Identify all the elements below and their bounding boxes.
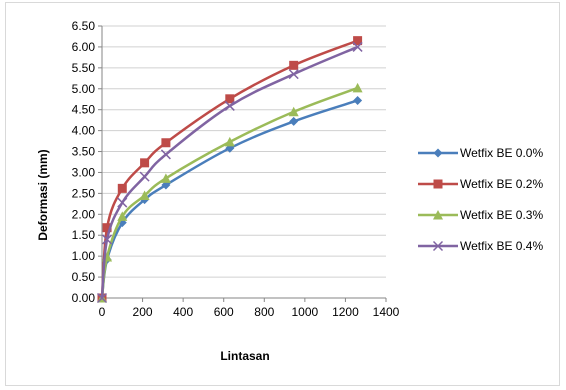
data-point: [352, 41, 363, 52]
y-tick-label: 2.00: [72, 207, 96, 221]
y-tick-label: 1.00: [72, 249, 96, 263]
axes: [98, 25, 387, 302]
legend-label: Wetfix BE 0.4%: [460, 239, 543, 253]
x-tick-label: 400: [173, 305, 193, 319]
y-tick-label: 0.00: [72, 291, 96, 305]
y-tick-label: 6.50: [72, 19, 96, 33]
data-point: [160, 173, 171, 183]
y-tick-label: 0.50: [72, 270, 96, 284]
y-tick-label: 5.50: [72, 61, 96, 75]
data-point: [102, 234, 113, 245]
data-point: [288, 69, 299, 80]
x-tick-label: 1400: [373, 305, 400, 319]
data-point: [224, 136, 235, 147]
x-tick-label: 800: [254, 305, 274, 319]
y-tick-label: 5.00: [72, 82, 96, 96]
legend-item: Wetfix BE 0.4%: [418, 239, 543, 253]
legend-item: Wetfix BE 0.3%: [418, 208, 543, 222]
y-tick-label: 4.50: [72, 103, 96, 117]
data-point: [289, 60, 299, 70]
data-point: [353, 36, 363, 46]
legend-item: Wetfix BE 0.2%: [418, 177, 543, 191]
x-tick-label: 1200: [332, 305, 359, 319]
data-point: [160, 149, 171, 160]
data-point: [289, 116, 299, 126]
data-point: [353, 95, 363, 105]
legend-marker: [433, 179, 443, 189]
series-3: [97, 82, 363, 303]
y-tick-label: 2.50: [72, 186, 96, 200]
data-point: [352, 82, 363, 93]
legend-marker: [432, 240, 444, 252]
y-tick-label: 3.50: [72, 145, 96, 159]
y-axis-title: Deformasi (mm): [36, 149, 50, 240]
data-point: [117, 197, 128, 208]
y-tick-label: 3.00: [72, 165, 96, 179]
legend-marker: [433, 148, 443, 158]
data-point: [288, 106, 299, 117]
data-point: [225, 94, 235, 104]
data-point: [224, 100, 235, 111]
data-point: [139, 171, 150, 182]
x-axis-title: Lintasan: [220, 349, 269, 363]
series-4: [96, 41, 363, 304]
series-line: [100, 39, 359, 299]
series-1: [97, 95, 363, 303]
series-lines: [96, 36, 363, 304]
legend-marker: [433, 210, 443, 220]
tick-labels: 0.00 0.50 1.00 1.50 2.00 2.50 3.00 3.50 4.00 4.50…: [72, 19, 400, 319]
data-point: [117, 211, 128, 221]
legend-label: Wetfix BE 0.0%: [460, 146, 543, 160]
data-point: [161, 138, 171, 148]
series-2: [97, 36, 363, 303]
legend-label: Wetfix BE 0.3%: [460, 208, 543, 222]
x-tick-label: 1000: [292, 305, 319, 319]
legend: Wetfix BE 0.0% Wetfix BE 0.2% Wetfix BE 0.…: [418, 146, 543, 253]
legend-label: Wetfix BE 0.2%: [460, 177, 543, 191]
x-tick-label: 600: [214, 305, 234, 319]
x-tick-label: 0: [99, 305, 106, 319]
data-point: [102, 223, 112, 233]
legend-item: Wetfix BE 0.0%: [418, 146, 543, 160]
y-tick-label: 6.00: [72, 40, 96, 54]
x-tick-label: 200: [133, 305, 153, 319]
chart-area: [5, 2, 560, 386]
data-point: [139, 190, 150, 200]
data-point: [140, 158, 150, 168]
data-point: [96, 292, 108, 304]
data-point: [117, 183, 127, 193]
y-tick-label: 1.50: [72, 228, 96, 242]
y-tick-label: 4.00: [72, 124, 96, 138]
